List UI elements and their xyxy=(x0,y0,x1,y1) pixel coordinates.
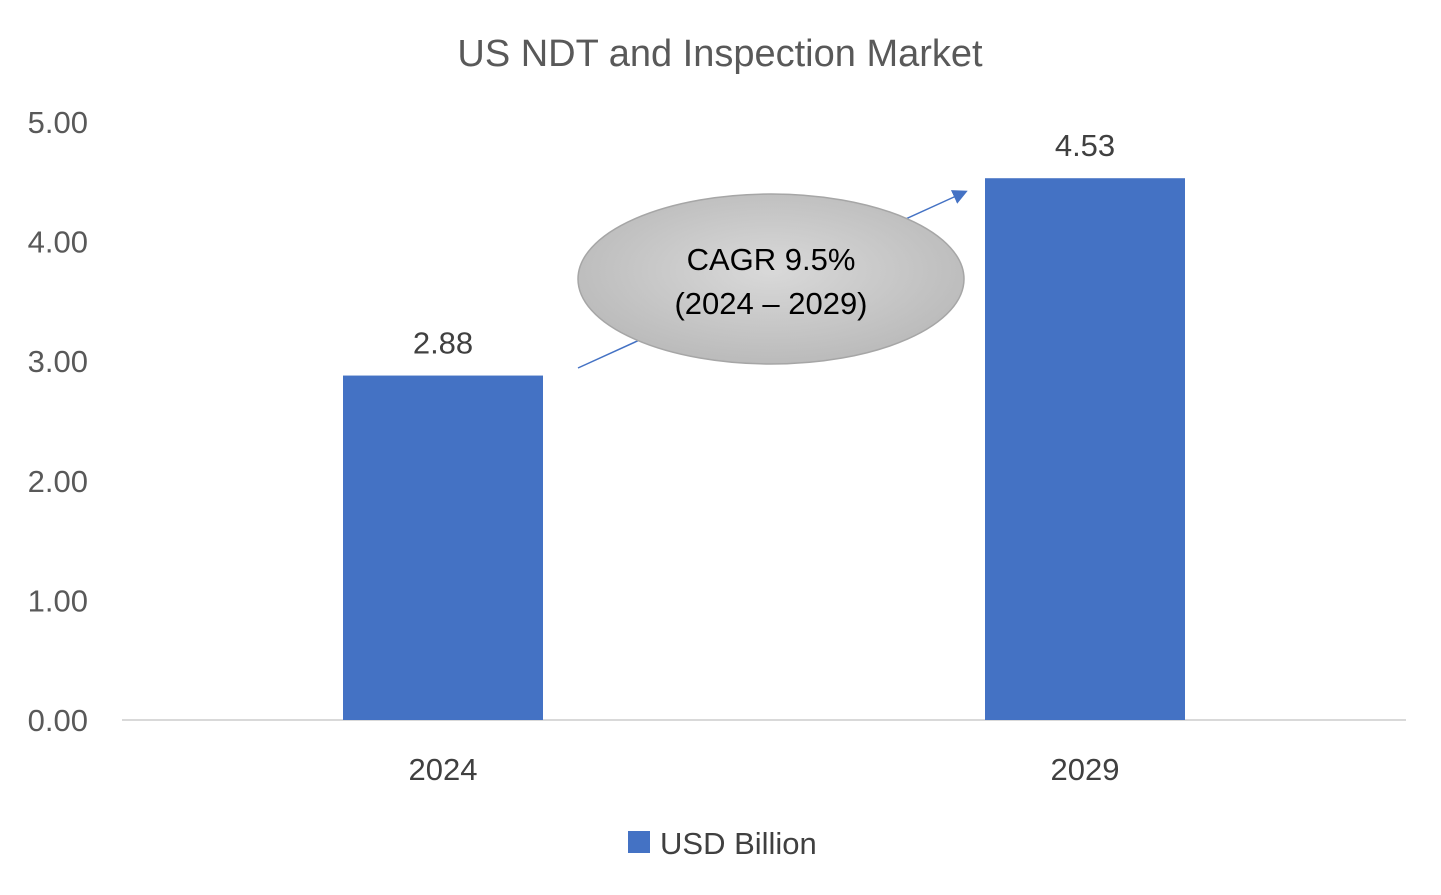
x-tick-label: 2029 xyxy=(1051,752,1120,787)
y-tick-label: 2.00 xyxy=(28,464,88,499)
cagr-annotation: CAGR 9.5% (2024 – 2029) xyxy=(577,190,968,369)
y-tick-label: 0.00 xyxy=(28,703,88,738)
y-axis: 0.00 1.00 2.00 3.00 4.00 5.00 xyxy=(28,105,88,738)
legend-swatch xyxy=(628,831,650,853)
data-label: 2.88 xyxy=(413,326,473,361)
bar xyxy=(985,178,1185,720)
data-label: 4.53 xyxy=(1055,128,1115,163)
legend: USD Billion xyxy=(628,826,817,861)
y-tick-label: 3.00 xyxy=(28,344,88,379)
x-tick-label: 2024 xyxy=(409,752,478,787)
cagr-line2: (2024 – 2029) xyxy=(674,286,867,321)
chart-title: US NDT and Inspection Market xyxy=(457,33,983,75)
x-axis: 2024 2029 xyxy=(409,752,1120,787)
cagr-ellipse xyxy=(577,193,965,365)
bar xyxy=(343,375,543,720)
legend-label: USD Billion xyxy=(660,826,817,861)
y-tick-label: 1.00 xyxy=(28,583,88,618)
y-tick-label: 5.00 xyxy=(28,105,88,140)
y-tick-label: 4.00 xyxy=(28,225,88,260)
cagr-line1: CAGR 9.5% xyxy=(687,242,856,277)
data-labels: 2.88 4.53 xyxy=(413,128,1115,360)
bar-series xyxy=(343,178,1185,720)
